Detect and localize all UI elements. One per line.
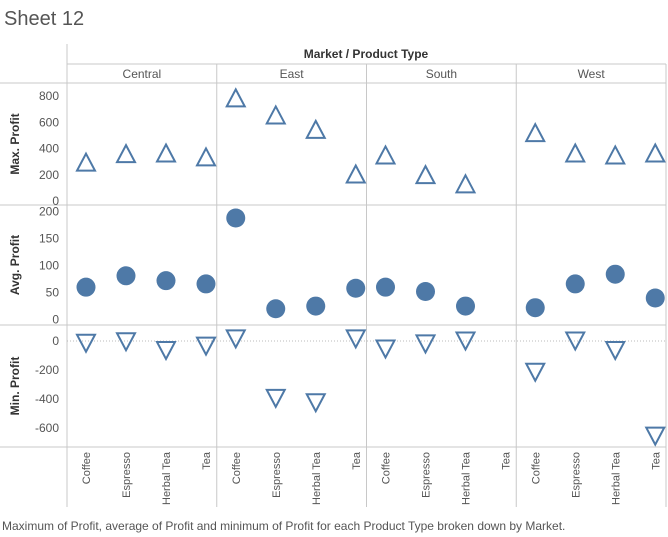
category-label-tea: Tea [351,451,363,470]
mark-min-profit-east-espresso [265,388,287,410]
mark-max-profit-west-coffee [524,122,546,143]
measure-label-max-profit: Max. Profit [8,113,22,174]
category-label-tea: Tea [501,451,513,470]
mark-max-profit-west-espresso [564,142,586,163]
mark-avg-profit-south-herbal-tea [456,296,475,316]
tick-label: 200 [39,168,59,182]
mark-min-profit-central-herbal-tea [155,340,177,362]
mark-avg-profit-east-coffee [226,208,246,228]
mark-min-profit-central-tea [195,336,217,357]
tick-label: 100 [39,259,59,273]
mark-avg-profit-central-tea [196,274,216,294]
mark-avg-profit-central-espresso [116,266,136,286]
tick-label: 800 [39,89,59,103]
mark-max-profit-east-coffee [225,87,247,108]
mark-max-profit-south-herbal-tea [454,173,477,194]
mark-min-profit-east-tea [345,329,367,350]
mark-avg-profit-south-coffee [376,277,395,297]
mark-min-profit-east-coffee [225,329,247,350]
mark-min-profit-south-herbal-tea [454,331,477,352]
mark-avg-profit-east-herbal-tea [306,296,326,316]
mark-avg-profit-west-coffee [525,298,545,318]
measure-label-avg-profit: Avg. Profit [8,235,22,295]
category-label-herbal-tea: Herbal Tea [461,451,473,505]
mark-min-profit-south-espresso [414,334,437,355]
tick-label: 0 [52,334,59,348]
axis-labels: Market / Product Type Central East South Wes… [8,47,662,505]
tick-label: 400 [39,142,59,156]
sheet-title: Sheet 12 [4,8,85,30]
market-label-central: Central [123,67,162,81]
category-label-espresso: Espresso [570,452,582,498]
category-label-espresso: Espresso [121,452,133,498]
mark-avg-profit-central-coffee [76,277,96,297]
tick-label: 0 [52,194,59,208]
mark-max-profit-south-coffee [374,144,397,165]
mark-avg-profit-west-herbal-tea [605,264,625,284]
tick-label: -400 [35,392,59,406]
mark-max-profit-south-espresso [414,164,437,185]
mark-max-profit-east-espresso [265,104,287,125]
mark-min-profit-west-coffee [524,362,546,383]
mark-avg-profit-south-espresso [416,281,435,301]
mark-min-profit-west-tea [644,426,666,447]
mark-max-profit-east-herbal-tea [305,118,327,139]
category-label-herbal-tea: Herbal Tea [161,451,173,505]
mark-max-profit-central-tea [195,146,217,167]
mark-max-profit-central-espresso [115,143,137,164]
data-marks [75,87,666,447]
tick-label: 50 [46,286,60,300]
column-header: Market / Product Type [304,47,429,61]
tick-label: -600 [35,421,59,435]
mark-max-profit-central-coffee [75,151,97,172]
category-label-tea: Tea [201,451,213,470]
tick-label: 150 [39,232,59,246]
mark-max-profit-central-herbal-tea [155,142,177,163]
mark-avg-profit-east-espresso [266,299,286,319]
mark-avg-profit-central-herbal-tea [156,271,176,291]
mark-min-profit-west-espresso [564,331,586,352]
category-label-tea: Tea [650,451,662,470]
grid-lines [0,44,667,507]
mark-min-profit-east-herbal-tea [305,393,327,414]
category-label-coffee: Coffee [81,452,93,484]
category-label-espresso: Espresso [421,452,433,498]
mark-avg-profit-west-espresso [565,274,585,294]
tick-label: 200 [39,204,59,218]
mark-avg-profit-west-tea [645,288,665,308]
category-label-coffee: Coffee [381,452,393,484]
market-label-west: West [578,67,606,81]
measure-label-min-profit: Min. Profit [8,357,22,416]
tick-label: 0 [52,313,59,327]
category-label-herbal-tea: Herbal Tea [311,451,323,505]
mark-min-profit-west-herbal-tea [604,340,626,362]
mark-max-profit-east-tea [345,163,367,184]
category-label-herbal-tea: Herbal Tea [610,451,622,505]
mark-min-profit-central-coffee [75,333,97,354]
tick-label: 600 [39,115,59,129]
mark-max-profit-west-tea [644,142,666,163]
mark-max-profit-west-herbal-tea [604,144,626,165]
tick-label: -200 [35,363,59,377]
market-label-east: East [280,67,305,81]
category-label-coffee: Coffee [231,452,243,484]
category-label-espresso: Espresso [271,452,283,498]
market-label-south: South [426,67,457,81]
mark-min-profit-central-espresso [115,332,137,353]
category-label-coffee: Coffee [530,452,542,484]
mark-avg-profit-east-tea [346,278,366,298]
mark-min-profit-south-coffee [374,339,397,360]
chart-caption: Maximum of Profit, average of Profit and… [2,519,566,533]
